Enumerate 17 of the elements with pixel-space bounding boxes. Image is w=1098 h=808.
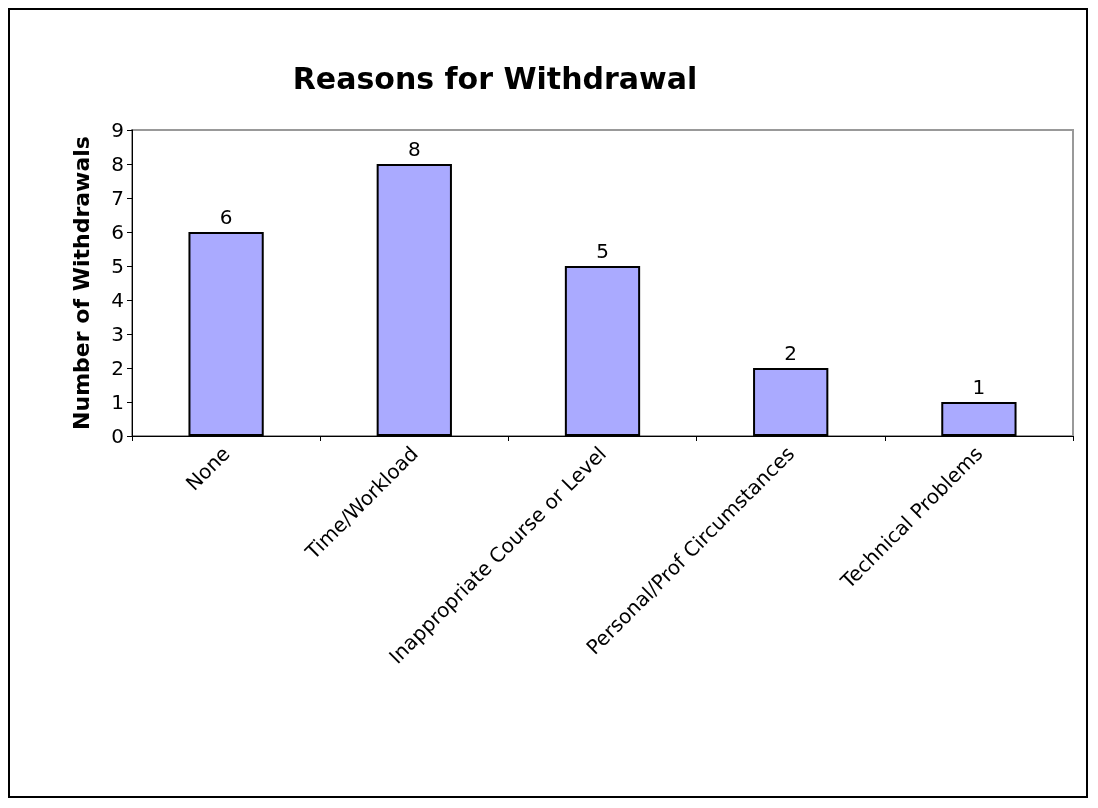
data-label: 1 xyxy=(972,375,986,399)
y-tick-label: 8 xyxy=(111,152,124,176)
y-tick-label: 1 xyxy=(111,390,124,414)
y-tick-label: 0 xyxy=(111,424,124,448)
data-label: 8 xyxy=(407,137,421,161)
y-tick-label: 7 xyxy=(111,186,124,210)
chart-title: Reasons for Withdrawal xyxy=(292,60,698,96)
y-tick-label: 6 xyxy=(111,220,124,244)
y-tick-label: 3 xyxy=(111,322,124,346)
data-label: 5 xyxy=(596,239,609,263)
y-tick-label: 9 xyxy=(111,118,124,142)
data-label: 2 xyxy=(784,341,798,365)
y-tick-label: 4 xyxy=(111,288,124,312)
y-tick-label: 5 xyxy=(111,254,124,278)
data-label: 6 xyxy=(219,205,233,229)
y-axis-title: Number of Withdrawals xyxy=(68,136,94,430)
y-tick-label: 2 xyxy=(111,356,124,380)
